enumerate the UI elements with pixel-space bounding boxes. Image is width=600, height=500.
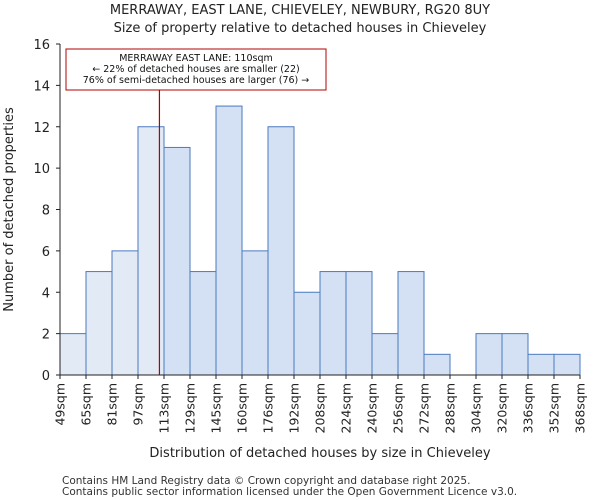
x-tick-label: 224sqm bbox=[339, 383, 354, 433]
bar-65sqm bbox=[85, 271, 113, 376]
y-tick-label: 8 bbox=[42, 204, 50, 219]
x-tick-label: 304sqm bbox=[469, 383, 484, 433]
x-tick-label: 97sqm bbox=[131, 383, 146, 426]
footer-line-2: Contains public sector information licen… bbox=[62, 486, 518, 498]
x-tick-label: 240sqm bbox=[365, 383, 380, 433]
x-tick-label: 49sqm bbox=[53, 383, 68, 426]
y-tick-label: 4 bbox=[42, 286, 50, 301]
x-tick-label: 320sqm bbox=[495, 383, 510, 433]
bar-208sqm bbox=[319, 271, 347, 376]
bar-49sqm bbox=[59, 333, 87, 376]
x-tick-label: 145sqm bbox=[209, 383, 224, 433]
bar-192sqm bbox=[293, 291, 321, 376]
x-tick-label: 272sqm bbox=[417, 383, 432, 433]
bar-336sqm bbox=[527, 353, 555, 376]
x-tick-label: 336sqm bbox=[521, 383, 536, 433]
chart-subtitle: Size of property relative to detached ho… bbox=[113, 21, 487, 36]
footer-line-1: Contains HM Land Registry data © Crown c… bbox=[62, 475, 471, 487]
y-tick-label: 0 bbox=[42, 369, 50, 384]
bar-176sqm bbox=[267, 126, 295, 376]
bar-145sqm bbox=[215, 105, 243, 376]
x-tick-label: 256sqm bbox=[391, 383, 406, 433]
x-tick-label: 208sqm bbox=[313, 383, 328, 433]
bar-113sqm bbox=[163, 146, 191, 376]
bar-160sqm bbox=[241, 250, 269, 376]
x-tick-label: 113sqm bbox=[157, 383, 172, 433]
bar-272sqm bbox=[423, 353, 451, 376]
bar-224sqm bbox=[345, 271, 373, 376]
y-tick-label: 12 bbox=[33, 121, 50, 136]
x-tick-label: 368sqm bbox=[573, 383, 588, 433]
x-tick-label: 81sqm bbox=[105, 383, 120, 426]
y-tick-label: 16 bbox=[33, 38, 50, 53]
y-tick-label: 10 bbox=[33, 162, 50, 177]
y-axis-label: Number of detached properties bbox=[2, 107, 17, 312]
bar-352sqm bbox=[553, 353, 581, 376]
chart-title: MERRAWAY, EAST LANE, CHIEVELEY, NEWBURY,… bbox=[109, 3, 491, 18]
bar-304sqm bbox=[475, 333, 503, 376]
annotation-box bbox=[65, 48, 327, 91]
annotation-line-2: ← 22% of detached houses are smaller (22… bbox=[92, 64, 299, 75]
bar-240sqm bbox=[371, 333, 399, 376]
bar-320sqm bbox=[501, 333, 529, 376]
y-tick-label: 2 bbox=[42, 328, 50, 343]
y-tick-label: 14 bbox=[33, 79, 50, 94]
x-tick-label: 176sqm bbox=[261, 383, 276, 433]
annotation-line-3: 76% of semi-detached houses are larger (… bbox=[83, 75, 310, 86]
bar-256sqm bbox=[397, 271, 425, 376]
x-tick-label: 288sqm bbox=[443, 383, 458, 433]
x-tick-label: 192sqm bbox=[287, 383, 302, 433]
annotation-line-1: MERRAWAY EAST LANE: 110sqm bbox=[119, 53, 273, 64]
bar-129sqm bbox=[189, 271, 217, 376]
y-tick-label: 6 bbox=[42, 245, 50, 260]
x-axis-label: Distribution of detached houses by size … bbox=[149, 446, 490, 461]
x-tick-label: 352sqm bbox=[547, 383, 562, 433]
x-tick-label: 160sqm bbox=[235, 383, 250, 433]
x-tick-label: 129sqm bbox=[183, 383, 198, 433]
bar-81sqm bbox=[111, 250, 139, 376]
x-tick-label: 65sqm bbox=[79, 383, 94, 426]
bar-97sqm bbox=[137, 126, 165, 376]
